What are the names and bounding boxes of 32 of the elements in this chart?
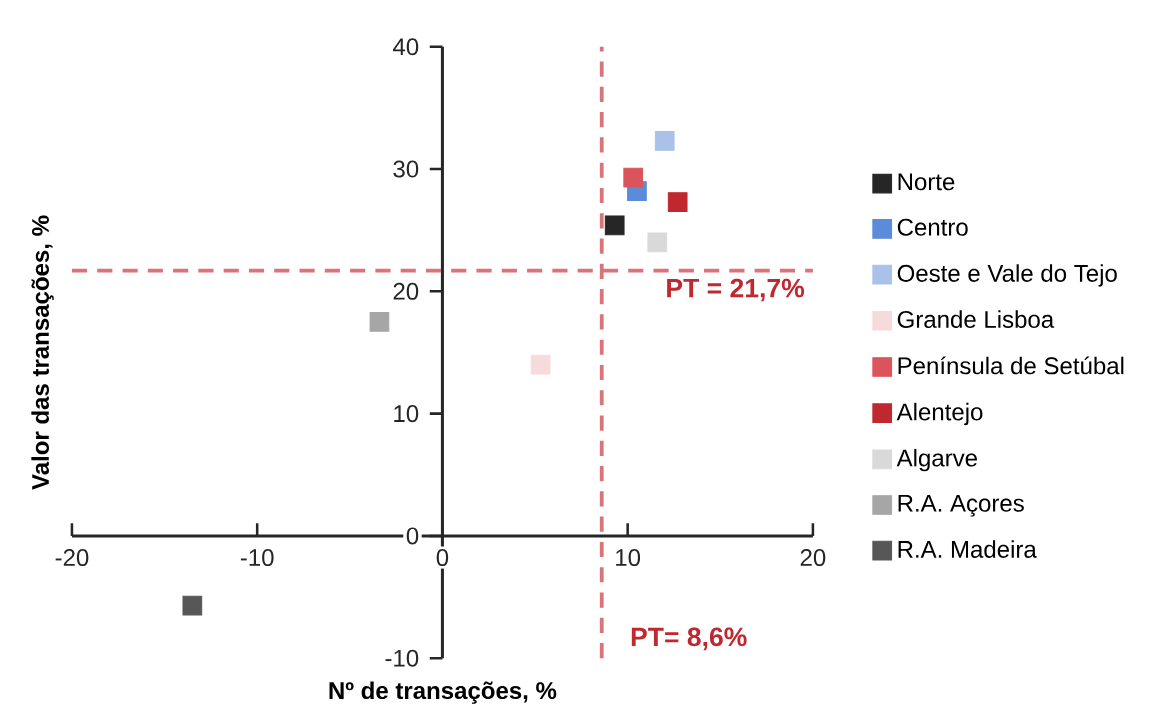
ref-line-label: PT = 21,7%	[667, 278, 805, 302]
x-tick-label: 10	[616, 548, 641, 566]
point	[667, 192, 688, 212]
x-tick-label: -10	[240, 548, 274, 566]
legend-label: R.A. Açores	[898, 494, 1024, 517]
legend-label: Centro	[897, 218, 968, 236]
x-tick-label: -20	[55, 548, 89, 566]
y-tick-label: 20	[393, 282, 419, 300]
legend-label: R.A. Madeira	[898, 540, 1037, 558]
legend-label: Norte	[898, 173, 955, 191]
ref-line-label: PT= 8,6%	[631, 627, 747, 650]
y-tick-label: 40	[393, 38, 419, 56]
point	[369, 311, 390, 332]
point	[530, 354, 551, 375]
legend-label: Alentejo	[896, 402, 983, 426]
y-tick-label: 10	[394, 404, 419, 422]
point	[182, 595, 203, 616]
x-tick-label: 0	[436, 548, 449, 566]
legend-label: Península de Setúbal	[898, 356, 1124, 375]
y-tick-label: 0	[406, 527, 419, 545]
y-axis-title: Valor das transações, %	[31, 215, 54, 490]
legend-label: Grande Lisboa	[897, 310, 1055, 328]
point	[647, 232, 668, 253]
y-tick-label: -10	[385, 649, 419, 667]
point	[654, 130, 675, 151]
y-tick-label: 30	[393, 160, 419, 178]
legend-label: Oeste e Vale do Tejo	[897, 264, 1117, 287]
x-axis-title: Nº de transações, %	[329, 681, 557, 704]
legend-label: Algarve	[896, 448, 977, 472]
x-tick-label: 20	[800, 548, 826, 566]
point	[623, 167, 644, 188]
point	[604, 215, 625, 235]
